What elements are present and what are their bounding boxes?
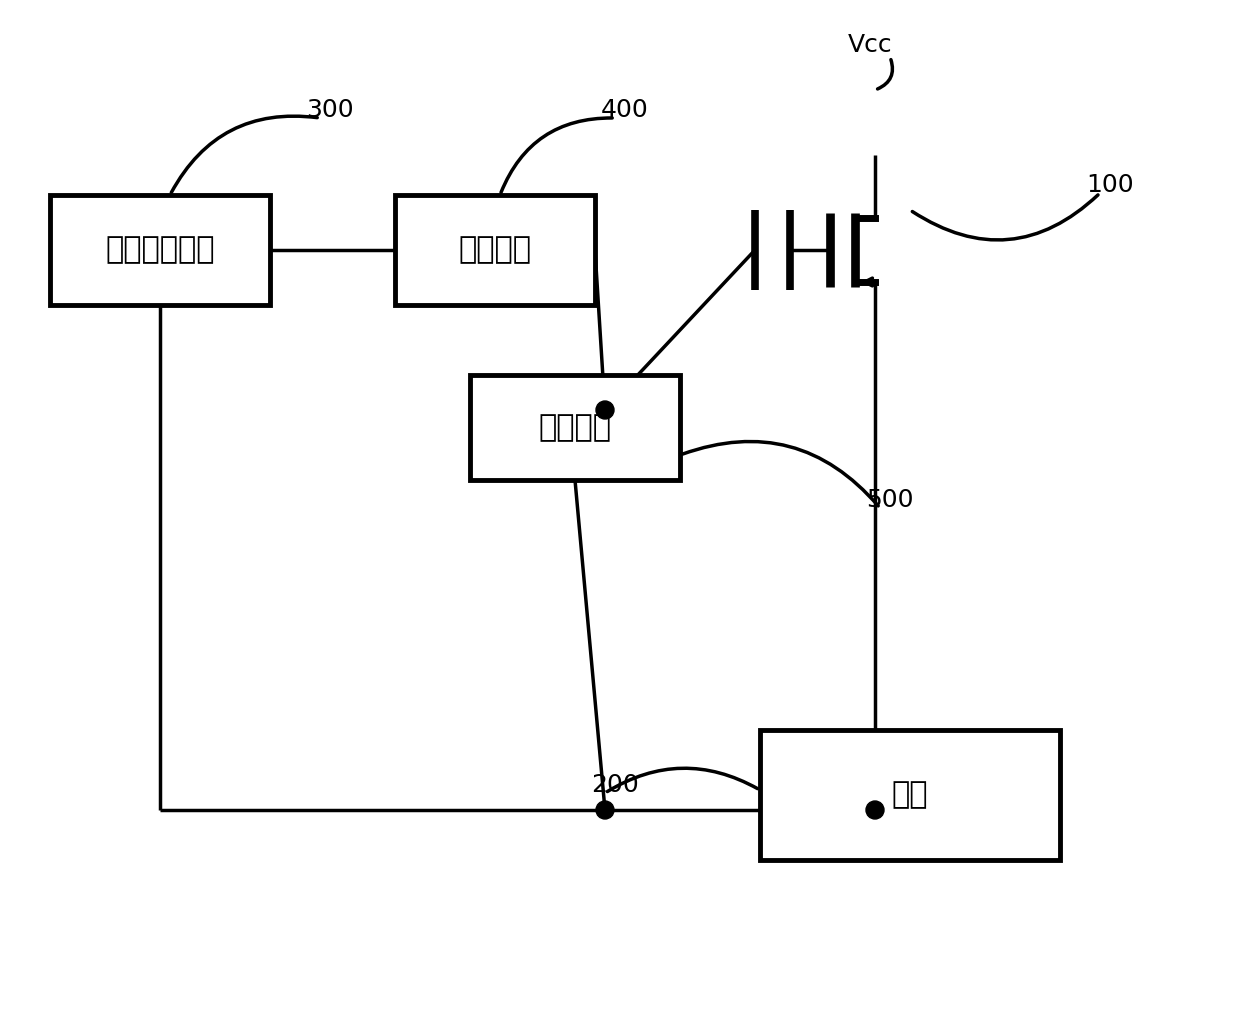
- Bar: [395, 195, 595, 305]
- Circle shape: [596, 401, 615, 419]
- Text: 400: 400: [601, 98, 649, 122]
- Text: 升压开启模块: 升压开启模块: [105, 235, 214, 264]
- Text: 延迟模块: 延迟模块: [458, 235, 532, 264]
- Bar: [470, 375, 680, 480]
- Text: 500: 500: [866, 488, 913, 512]
- Circle shape: [596, 801, 615, 819]
- Text: 300: 300: [306, 98, 354, 122]
- Text: 100: 100: [1087, 173, 1134, 197]
- Text: 200: 200: [591, 773, 639, 797]
- Circle shape: [866, 801, 883, 819]
- Text: 放电模块: 放电模块: [539, 413, 612, 442]
- Text: 负载: 负载: [892, 780, 928, 809]
- Bar: [760, 730, 1061, 860]
- Text: Vcc: Vcc: [847, 33, 892, 57]
- Bar: [50, 195, 270, 305]
